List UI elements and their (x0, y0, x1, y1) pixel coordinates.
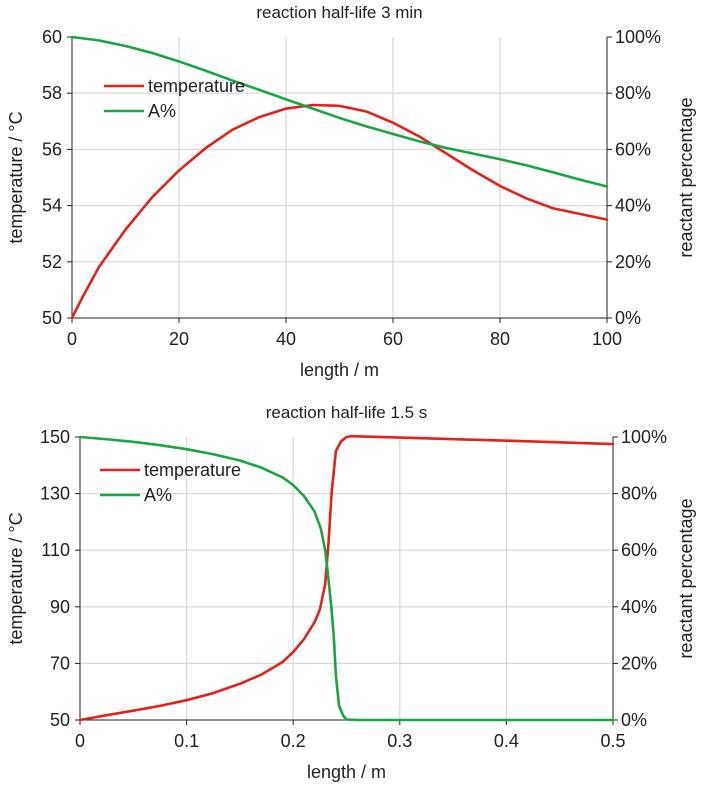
x-tick-label: 20 (169, 329, 189, 349)
y-tick-label: 58 (42, 83, 62, 103)
y-tick-label: 56 (42, 139, 62, 159)
y-tick-label: 70 (50, 653, 70, 673)
series-line-reactant (78, 435, 615, 722)
x-tick-label: 100 (592, 329, 622, 349)
legend-label: A% (144, 485, 172, 505)
x-tick-label: 0.5 (600, 731, 625, 751)
y2-tick-label: 0% (621, 710, 647, 730)
x-tick-label: 0 (75, 731, 85, 751)
chart-title: reaction half-life 3 min (256, 3, 422, 22)
y2-tick-label: 40% (615, 196, 651, 216)
y2-axis-label: reactant percentage (676, 498, 696, 658)
y2-tick-label: 100% (615, 27, 661, 47)
y-tick-label: 60 (42, 27, 62, 47)
y2-tick-label: 20% (621, 653, 657, 673)
x-tick-label: 0.4 (494, 731, 519, 751)
y-tick-label: 50 (42, 308, 62, 328)
y2-tick-label: 0% (615, 308, 641, 328)
y-tick-label: 52 (42, 252, 62, 272)
legend-label: A% (148, 101, 176, 121)
x-tick-label: 80 (490, 329, 510, 349)
y-axis-label: temperature / °C (6, 512, 26, 644)
y-tick-label: 50 (50, 710, 70, 730)
y-tick-label: 150 (40, 427, 70, 447)
y2-tick-label: 100% (621, 427, 667, 447)
series-line-reactant (70, 35, 609, 188)
y2-tick-label: 80% (615, 83, 651, 103)
legend-label: temperature (144, 460, 241, 480)
y2-tick-label: 60% (615, 139, 651, 159)
x-tick-label: 0.3 (387, 731, 412, 751)
y-tick-label: 54 (42, 196, 62, 216)
chart-title: reaction half-life 1.5 s (266, 403, 428, 422)
x-axis-label: length / m (300, 360, 379, 380)
series-line-temperature (78, 434, 615, 722)
y-tick-label: 130 (40, 484, 70, 504)
y2-tick-label: 60% (621, 540, 657, 560)
x-tick-label: 0.2 (281, 731, 306, 751)
legend-label: temperature (148, 76, 245, 96)
x-tick-label: 0.1 (174, 731, 199, 751)
x-tick-label: 60 (383, 329, 403, 349)
x-axis-label: length / m (307, 762, 386, 782)
chart-panel-2: 0 0.1 0.2 0.3 0.4 0.5 50 70 90 110 130 150 0% 20% 40% 6… (6, 403, 696, 782)
y-tick-label: 90 (50, 597, 70, 617)
x-tick-label: 40 (276, 329, 296, 349)
y2-axis-label: reactant percentage (676, 97, 696, 257)
chart-panel-1: 0 20 40 60 80 100 50 52 54 56 58 60 0% 20% 40% 60% 80% 10… (6, 3, 696, 380)
y-axis-label: temperature / °C (6, 111, 26, 243)
y2-tick-label: 80% (621, 484, 657, 504)
y2-tick-label: 20% (615, 252, 651, 272)
y-tick-label: 110 (41, 540, 70, 560)
x-tick-label: 0 (67, 329, 77, 349)
series-line-temperature (70, 103, 609, 320)
y2-tick-label: 40% (621, 597, 657, 617)
